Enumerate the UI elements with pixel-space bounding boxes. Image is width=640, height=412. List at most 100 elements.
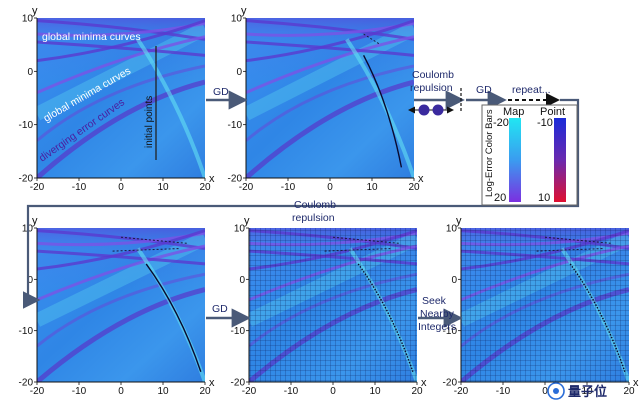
- field-plot: [246, 18, 414, 178]
- diverging-curve: [37, 272, 205, 348]
- minima-curve: [246, 35, 414, 95]
- x-tick-label: 10: [157, 182, 169, 193]
- legend-point-top: -10: [537, 117, 553, 129]
- label-coulomb-2a: Coulomb: [294, 199, 336, 211]
- y-tick-label: 10: [22, 14, 34, 25]
- x-tick-label: 0: [327, 182, 333, 193]
- y-tick-label: -20: [443, 378, 458, 389]
- x-tick-label: 0: [542, 386, 548, 397]
- x-tick-label: 20: [623, 386, 635, 397]
- x-tick-label: 10: [369, 386, 381, 397]
- annotation-global-minima-top: global minima curves: [42, 31, 141, 43]
- point-trajectory: [120, 236, 189, 244]
- y-tick-label: -10: [228, 120, 243, 131]
- legend-point-bar: [554, 118, 566, 202]
- y-tick-label: 0: [27, 275, 33, 286]
- minima-curve: [246, 19, 414, 41]
- y-tick-label: -20: [231, 378, 246, 389]
- field-plot: [461, 228, 629, 382]
- point-trajectory: [362, 55, 403, 168]
- label-coulomb-2b: repulsion: [292, 212, 335, 224]
- label-gd-2: GD: [476, 84, 492, 96]
- panel-after-gd: x y -20 -10 0 10 20 10 0 -10 -20: [228, 5, 424, 193]
- watermark: 量子位: [547, 382, 607, 400]
- watermark-text: 量子位: [568, 384, 607, 399]
- minima-curve: [246, 40, 414, 57]
- y-tick-label: 10: [234, 224, 246, 235]
- point-trajectory: [357, 263, 414, 372]
- y-tick-label: -10: [19, 120, 34, 131]
- x-tick-label: -10: [496, 386, 511, 397]
- y-tick-label: 0: [27, 67, 33, 78]
- point-trajectory: [536, 248, 604, 252]
- x-tick-label: -20: [239, 182, 254, 193]
- legend-color-bars: Log-Error Color Bars Map Point -20 20 -1…: [481, 104, 578, 206]
- y-tick-label: -20: [228, 174, 243, 185]
- x-axis-label: x: [633, 377, 639, 389]
- repulsion-particle-right: [432, 104, 444, 116]
- y-tick-label: -20: [19, 378, 34, 389]
- point-trajectory: [112, 248, 180, 252]
- diverging-curve: [37, 287, 205, 382]
- x-axis-label: x: [421, 377, 427, 389]
- x-axis-label: x: [209, 173, 215, 185]
- label-gd-1: GD: [213, 86, 229, 98]
- annotation-initial-points: initial points: [144, 96, 155, 148]
- x-tick-label: 20: [199, 182, 211, 193]
- legend-point-label: Point: [540, 106, 565, 118]
- y-tick-label: 0: [236, 67, 242, 78]
- x-tick-label: -10: [281, 182, 296, 193]
- minima-curve: [37, 229, 205, 271]
- x-tick-label: -10: [72, 182, 87, 193]
- y-tick-label: -10: [19, 326, 34, 337]
- error-valley: [136, 38, 205, 178]
- point-trajectory: [145, 263, 202, 372]
- legend-map-label: Map: [503, 106, 524, 118]
- error-ridge: [37, 231, 205, 327]
- point-trajectory: [569, 263, 626, 372]
- label-coulomb-1a: Coulomb: [412, 69, 454, 81]
- label-seek-2: Nearby: [420, 308, 455, 320]
- repulsion-particle-left: [418, 104, 430, 116]
- x-tick-label: 10: [366, 182, 378, 193]
- panel-after-coulomb-gd: x y -20 -10 0 10 20 10 0 -10 -20: [231, 215, 427, 397]
- legend-map-bottom: 20: [494, 192, 506, 204]
- error-ridge: [37, 22, 205, 121]
- legend-map-top: -20: [493, 117, 509, 129]
- minima-curve: [37, 249, 205, 266]
- y-axis-label: y: [244, 215, 250, 227]
- label-repeat: repeat...: [512, 84, 551, 96]
- minima-curve: [37, 19, 205, 41]
- diverging-curve: [246, 79, 414, 178]
- panel-nearby-integers: x y -20 -10 0 10 20 10 0 -10 -20: [443, 215, 639, 397]
- x-axis-label: x: [418, 173, 424, 185]
- x-tick-label: -20: [454, 386, 469, 397]
- x-tick-label: -10: [284, 386, 299, 397]
- y-axis-label: y: [241, 5, 247, 17]
- integer-grid: [249, 228, 417, 382]
- legend-title: Log-Error Color Bars: [484, 109, 495, 197]
- x-tick-label: 0: [118, 386, 124, 397]
- y-tick-label: 0: [451, 275, 457, 286]
- x-tick-label: 20: [199, 386, 211, 397]
- x-tick-label: -20: [242, 386, 257, 397]
- x-tick-label: 0: [330, 386, 336, 397]
- x-tick-label: -20: [30, 182, 45, 193]
- y-tick-label: 10: [231, 14, 243, 25]
- field-plot: [37, 228, 205, 382]
- y-axis-label: y: [32, 5, 38, 17]
- point-trajectory: [332, 236, 401, 244]
- x-tick-label: 10: [581, 386, 593, 397]
- point-trajectory: [544, 236, 613, 244]
- x-tick-label: 0: [118, 182, 124, 193]
- y-axis-label: y: [456, 215, 462, 227]
- arrow-wrap-to-row2: [22, 98, 580, 309]
- x-tick-label: 20: [411, 386, 423, 397]
- y-tick-label: -10: [231, 326, 246, 337]
- field-plot: [249, 228, 417, 382]
- field-plot: [37, 18, 205, 178]
- label-seek-1: Seek: [422, 295, 447, 307]
- x-tick-label: 20: [408, 182, 420, 193]
